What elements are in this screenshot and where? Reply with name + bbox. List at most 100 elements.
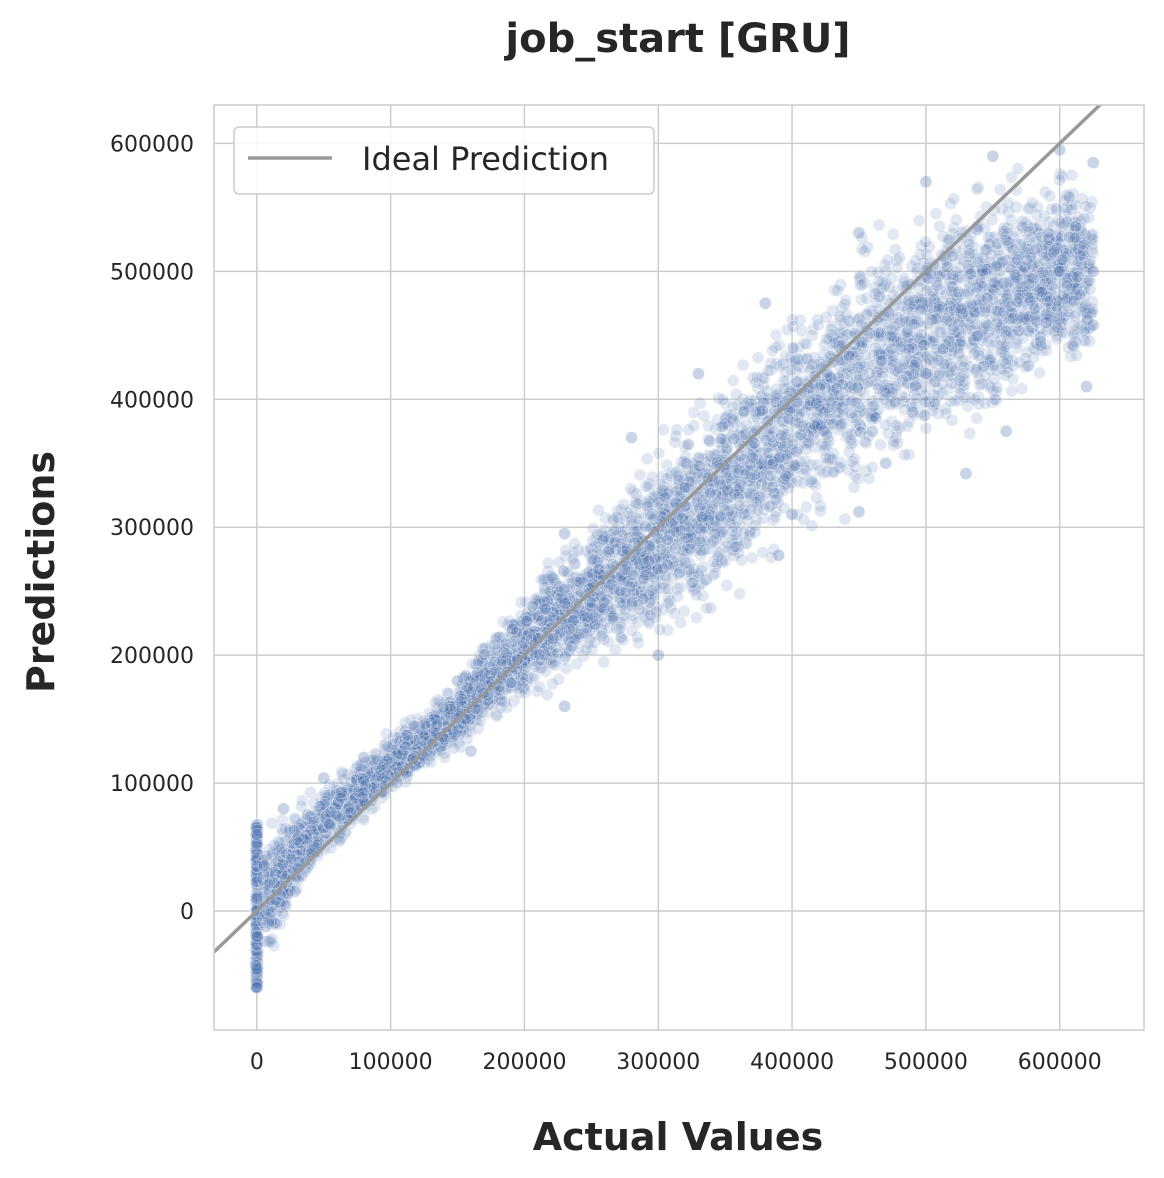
scatter-point bbox=[1050, 203, 1064, 217]
scatter-point bbox=[775, 444, 789, 457]
scatter-point bbox=[250, 869, 264, 882]
scatter-point bbox=[661, 536, 675, 550]
scatter-point bbox=[351, 774, 365, 787]
scatter-point bbox=[250, 842, 264, 856]
scatter-point bbox=[963, 427, 977, 440]
scatter-point bbox=[799, 500, 813, 514]
scatter-point bbox=[250, 917, 264, 931]
scatter-point bbox=[945, 227, 959, 241]
scatter-point bbox=[383, 745, 397, 759]
scatter-point bbox=[250, 875, 264, 889]
scatter-point bbox=[1041, 271, 1054, 285]
scatter-point bbox=[250, 818, 264, 832]
scatter-point bbox=[669, 519, 683, 533]
scatter-point bbox=[249, 836, 263, 850]
scatter-point bbox=[788, 354, 802, 368]
scatter-point bbox=[350, 770, 364, 783]
scatter-point bbox=[851, 472, 865, 486]
scatter-point bbox=[250, 960, 264, 973]
scatter-point bbox=[817, 466, 830, 480]
scatter-point bbox=[796, 476, 810, 490]
scatter-point bbox=[681, 534, 695, 547]
scatter-point bbox=[739, 487, 753, 501]
scatter-point bbox=[910, 316, 924, 329]
scatter-point bbox=[359, 790, 373, 803]
scatter-point bbox=[250, 959, 264, 973]
scatter-point bbox=[383, 760, 397, 774]
scatter-point bbox=[250, 915, 264, 929]
scatter-point bbox=[726, 374, 740, 388]
scatter-point bbox=[249, 959, 263, 972]
scatter-point bbox=[250, 980, 264, 994]
scatter-point bbox=[349, 762, 363, 775]
scatter-point bbox=[414, 728, 428, 742]
scatter-point bbox=[352, 791, 366, 805]
scatter-point bbox=[250, 869, 264, 883]
scatter-point bbox=[674, 561, 688, 575]
scatter-point bbox=[703, 486, 717, 500]
scatter-point bbox=[535, 614, 549, 627]
scatter-point bbox=[483, 673, 496, 686]
scatter-point bbox=[890, 424, 904, 438]
scatter-point bbox=[879, 342, 893, 356]
scatter-point bbox=[1056, 287, 1070, 301]
scatter-point bbox=[983, 256, 997, 270]
scatter-point bbox=[981, 230, 995, 244]
scatter-point bbox=[559, 640, 573, 654]
scatter-point bbox=[1063, 266, 1076, 280]
scatter-point bbox=[257, 916, 271, 930]
scatter-point bbox=[1026, 341, 1040, 355]
scatter-point bbox=[249, 819, 263, 832]
scatter-point bbox=[578, 609, 592, 622]
scatter-point bbox=[854, 270, 868, 284]
scatter-point bbox=[249, 918, 263, 932]
scatter-point bbox=[322, 807, 336, 821]
scatter-point bbox=[249, 961, 263, 974]
scatter-point bbox=[731, 461, 744, 475]
scatter-point bbox=[994, 263, 1008, 277]
scatter-point bbox=[791, 375, 805, 389]
scatter-point bbox=[1047, 290, 1061, 304]
scatter-point bbox=[584, 610, 597, 624]
scatter-point bbox=[249, 967, 263, 981]
scatter-point bbox=[862, 357, 875, 370]
scatter-point bbox=[634, 523, 647, 536]
scatter-point bbox=[634, 564, 648, 578]
scatter-point bbox=[327, 812, 341, 826]
scatter-point bbox=[250, 962, 263, 975]
scatter-point bbox=[250, 919, 264, 933]
scatter-point bbox=[952, 324, 966, 338]
scatter-point bbox=[1068, 271, 1082, 285]
scatter-point bbox=[427, 724, 441, 737]
scatter-point bbox=[251, 961, 265, 974]
scatter-point bbox=[894, 336, 908, 350]
scatter-point bbox=[721, 469, 735, 483]
scatter-point bbox=[526, 599, 539, 613]
scatter-point bbox=[756, 390, 769, 403]
scatter-point bbox=[670, 423, 684, 437]
scatter-point bbox=[1029, 299, 1043, 313]
scatter-point bbox=[419, 733, 433, 746]
scatter-point bbox=[780, 462, 794, 476]
scatter-point bbox=[902, 448, 916, 461]
scatter-point bbox=[904, 397, 918, 411]
scatter-point bbox=[250, 968, 264, 982]
scatter-point bbox=[906, 337, 920, 351]
scatter-point bbox=[250, 923, 264, 937]
scatter-point bbox=[250, 869, 264, 882]
scatter-point bbox=[636, 551, 650, 565]
scatter-point bbox=[910, 295, 924, 309]
scatter-point bbox=[661, 530, 675, 544]
scatter-point bbox=[659, 551, 673, 564]
scatter-point bbox=[942, 299, 956, 313]
scatter-point bbox=[250, 842, 264, 856]
scatter-point bbox=[250, 852, 264, 865]
scatter-point bbox=[355, 762, 368, 776]
scatter-point bbox=[812, 375, 826, 389]
scatter-point bbox=[554, 591, 568, 605]
scatter-point bbox=[624, 510, 638, 524]
scatter-point bbox=[920, 331, 933, 345]
scatter-point bbox=[251, 915, 265, 929]
scatter-point bbox=[249, 896, 263, 910]
scatter-point bbox=[958, 354, 972, 367]
